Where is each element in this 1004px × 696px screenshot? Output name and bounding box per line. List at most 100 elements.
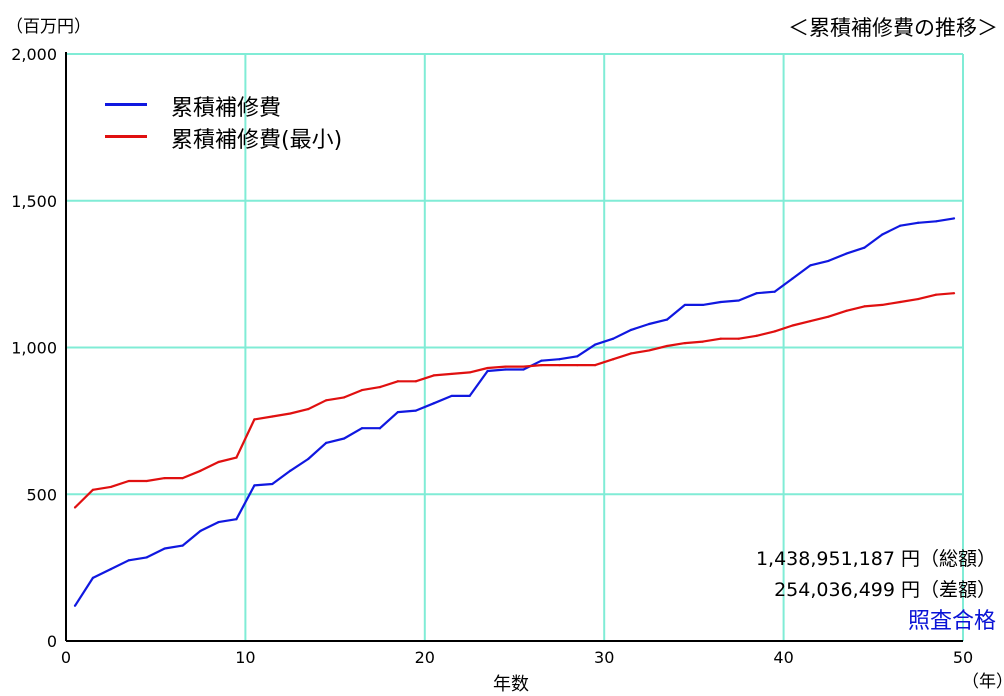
y-tick-label-4: 2,000	[11, 45, 57, 64]
series-0-point-2	[110, 568, 112, 570]
series-0-point-34	[684, 304, 686, 306]
legend-line-cumulative	[105, 103, 147, 106]
series-1-point-19	[415, 380, 417, 382]
total-amount-annotation: 1,438,951,187 円（総額）	[756, 544, 996, 571]
series-0-point-7	[199, 530, 201, 532]
series-1-point-47	[917, 298, 919, 300]
series-0-point-26	[540, 360, 542, 362]
legend-item-cumulative: 累積補修費	[105, 90, 405, 120]
series-1-point-41	[809, 320, 811, 322]
series-0-point-36	[720, 301, 722, 303]
series-1-point-0	[74, 506, 76, 508]
y-tick-label-0: 0	[47, 632, 57, 651]
series-1-point-17	[379, 386, 381, 388]
series-1-point-20	[433, 374, 435, 376]
series-0-point-14	[325, 442, 327, 444]
series-1-point-49	[953, 292, 955, 294]
series-1-point-34	[684, 342, 686, 344]
series-1-point-29	[594, 364, 596, 366]
series-0-point-17	[379, 427, 381, 429]
series-0-point-18	[397, 411, 399, 413]
x-tick-label-3: 30	[594, 648, 614, 667]
series-1-point-23	[486, 367, 488, 369]
series-line-1	[75, 293, 954, 507]
series-0-point-28	[576, 355, 578, 357]
series-1-point-44	[863, 305, 865, 307]
series-1-point-11	[271, 415, 273, 417]
series-0-point-41	[809, 264, 811, 266]
series-1-point-37	[738, 338, 740, 340]
series-1-point-6	[182, 477, 184, 479]
series-0-point-47	[917, 222, 919, 224]
series-1-point-25	[522, 365, 524, 367]
series-1-point-10	[253, 418, 255, 420]
series-1-point-3	[128, 480, 130, 482]
series-1-point-9	[235, 456, 237, 458]
legend-label-cumulative-min: 累積補修費(最小)	[171, 122, 342, 154]
series-1-point-30	[612, 358, 614, 360]
y-tick-label-3: 1,500	[11, 192, 57, 211]
series-1-point-4	[146, 480, 148, 482]
legend-line-cumulative-min	[105, 135, 147, 138]
series-1-point-35	[702, 341, 704, 343]
series-1-point-21	[451, 373, 453, 375]
series-0-point-46	[899, 225, 901, 227]
series-1-point-39	[774, 330, 776, 332]
verdict-annotation: 照査合格	[908, 603, 996, 635]
series-1-point-28	[576, 364, 578, 366]
series-1-point-40	[791, 324, 793, 326]
legend-item-cumulative-min: 累積補修費(最小)	[105, 122, 405, 152]
x-tick-label-0: 0	[61, 648, 71, 667]
series-0-point-45	[881, 233, 883, 235]
series-1-point-5	[164, 477, 166, 479]
series-0-point-29	[594, 343, 596, 345]
x-tick-label-5: 50	[953, 648, 973, 667]
y-tick-label-1: 500	[26, 485, 57, 504]
series-0-point-32	[648, 323, 650, 325]
series-0-point-44	[863, 247, 865, 249]
series-0-point-0	[74, 605, 76, 607]
series-1-point-7	[199, 470, 201, 472]
series-1-point-36	[720, 338, 722, 340]
y-tick-label-2: 1,000	[11, 339, 57, 358]
series-1-point-31	[630, 352, 632, 354]
series-0-point-15	[343, 437, 345, 439]
series-1-point-26	[540, 364, 542, 366]
series-0-point-3	[128, 559, 130, 561]
x-axis-label: 年数	[493, 670, 529, 696]
series-0-point-40	[791, 277, 793, 279]
x-tick-label-1: 10	[235, 648, 255, 667]
series-0-point-39	[774, 291, 776, 293]
series-1-point-22	[469, 371, 471, 373]
series-1-point-42	[827, 316, 829, 318]
series-1-point-27	[558, 364, 560, 366]
series-0-point-37	[738, 299, 740, 301]
series-0-point-48	[935, 220, 937, 222]
series-0-point-33	[666, 319, 668, 321]
series-0-point-22	[469, 395, 471, 397]
series-0-point-25	[522, 368, 524, 370]
series-0-point-35	[702, 304, 704, 306]
series-1-point-24	[504, 365, 506, 367]
series-0-point-12	[289, 470, 291, 472]
series-0-point-42	[827, 260, 829, 262]
series-0-point-27	[558, 358, 560, 360]
series-0-point-8	[217, 521, 219, 523]
series-1-point-18	[397, 380, 399, 382]
series-1-point-43	[845, 310, 847, 312]
x-tick-label-4: 40	[773, 648, 793, 667]
x-unit-label: （年）	[962, 667, 1004, 692]
series-0-point-20	[433, 402, 435, 404]
chart-title: ＜累積補修費の推移＞	[788, 12, 998, 42]
series-0-point-38	[756, 292, 758, 294]
x-tick-label-2: 20	[415, 648, 435, 667]
series-1-point-45	[881, 304, 883, 306]
series-1-point-32	[648, 349, 650, 351]
series-1-point-48	[935, 294, 937, 296]
series-1-point-1	[92, 489, 94, 491]
series-1-point-38	[756, 335, 758, 337]
y-unit-label: （百万円）	[6, 12, 91, 37]
series-0-point-13	[307, 458, 309, 460]
series-0-point-49	[953, 217, 955, 219]
difference-amount-annotation: 254,036,499 円（差額）	[774, 575, 996, 602]
